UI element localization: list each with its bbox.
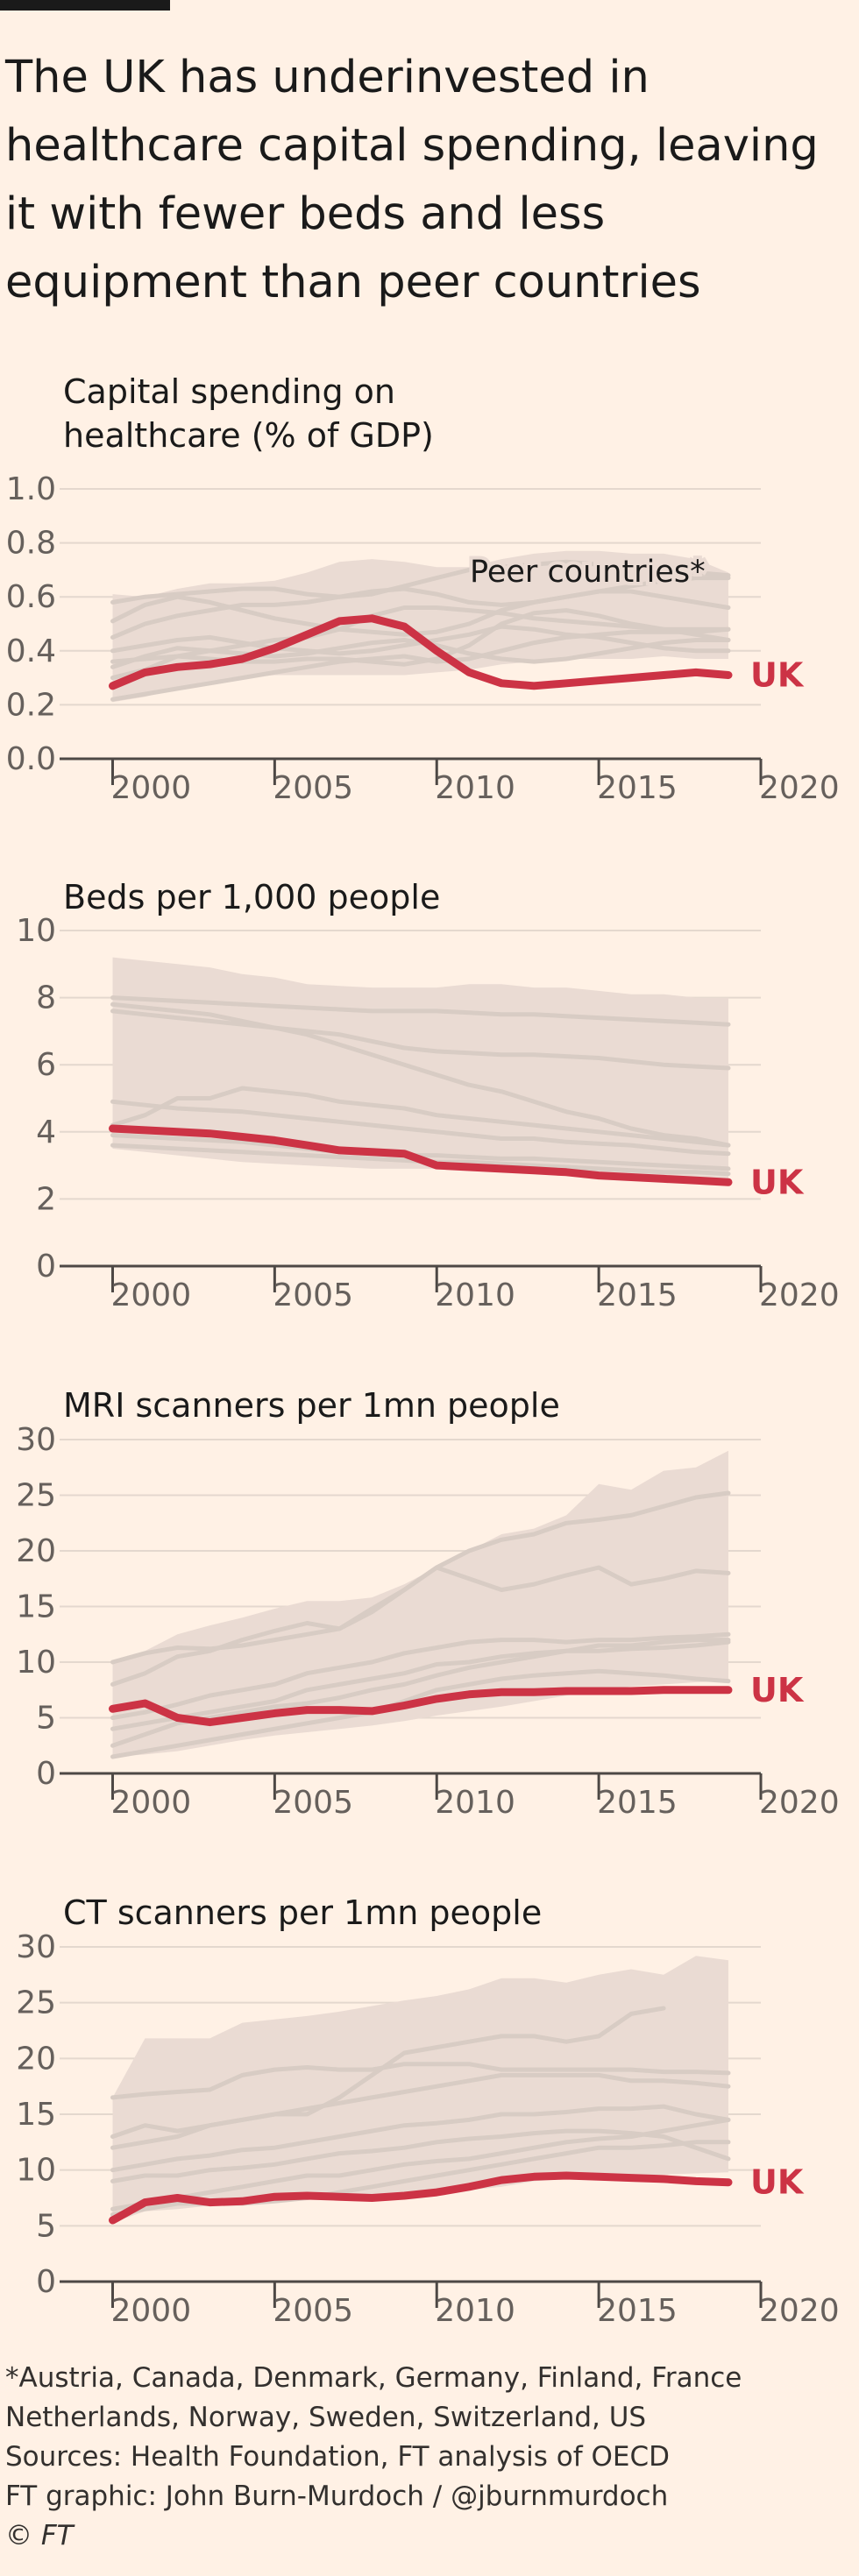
y-tick-label: 20 — [16, 2041, 56, 2077]
peer-country-line — [110, 1001, 731, 1148]
footnote-countries-line-2: Netherlands, Norway, Sweden, Switzerland… — [5, 2402, 647, 2433]
peer-country-line — [110, 1099, 731, 1157]
y-tick-label: 0 — [36, 2264, 56, 2300]
peer-country-line — [110, 1668, 731, 1759]
y-tick-label: 15 — [16, 1589, 56, 1625]
uk-label: UK — [750, 1671, 805, 1709]
x-tick-label: 2000 — [110, 1785, 191, 1821]
y-tick-label: 0.8 — [6, 526, 56, 562]
x-tick-label: 2010 — [435, 1277, 515, 1313]
y-tick-label: 10 — [16, 2153, 56, 2189]
x-tick-label: 2000 — [110, 2293, 191, 2329]
y-tick-label: 10 — [16, 1645, 56, 1681]
chart-title: Capital spending on — [63, 372, 395, 411]
y-tick-label: 8 — [36, 980, 56, 1016]
y-tick-label: 5 — [36, 1701, 56, 1737]
uk-label: UK — [750, 1163, 805, 1201]
x-tick-label: 2020 — [759, 2293, 840, 2329]
y-tick-label: 0.2 — [6, 687, 56, 723]
x-tick-label: 2005 — [273, 1277, 353, 1313]
chart-3: 0 5 10 15 20 25 30 2000 2005 2010 2015 2020 UK MRI sc… — [16, 1386, 839, 1821]
y-tick-label: 20 — [16, 1533, 56, 1569]
peer-country-line — [110, 608, 731, 667]
x-tick-label: 2000 — [110, 1277, 191, 1313]
x-tick-label: 2015 — [597, 2293, 678, 2329]
peer-country-line — [110, 1008, 731, 1071]
chart-2: 0 2 4 6 8 10 2000 2005 2010 2015 2020 UK Beds per 1,… — [16, 878, 839, 1313]
x-tick-label: 2015 — [597, 1785, 678, 1821]
chart-title: healthcare (% of GDP) — [63, 416, 434, 455]
y-tick-label: 0 — [36, 1756, 56, 1792]
y-tick-label: 0.4 — [6, 633, 56, 669]
chart-title: MRI scanners per 1mn people — [63, 1386, 560, 1425]
y-tick-label: 5 — [36, 2208, 56, 2244]
y-tick-label: 1.0 — [6, 471, 56, 507]
peer-country-line — [110, 559, 731, 605]
x-tick-label: 2005 — [273, 770, 353, 806]
peer-country-line — [110, 1133, 731, 1171]
peer-country-line — [110, 2117, 731, 2212]
peer-range-band — [112, 1450, 728, 1757]
uk-line — [109, 1124, 733, 1186]
headline: The UK has underinvested in healthcare c… — [5, 52, 819, 308]
x-tick-label: 2010 — [435, 770, 515, 806]
y-tick-label: 25 — [16, 1985, 56, 2021]
graphic-credit: FT graphic: John Burn-Murdoch / @jburnmu… — [5, 2480, 669, 2512]
x-tick-label: 2005 — [273, 2293, 353, 2329]
peer-country-line — [110, 1638, 731, 1748]
peer-country-line — [110, 2128, 731, 2183]
x-tick-label: 2010 — [435, 2293, 515, 2329]
y-tick-label: 30 — [16, 1929, 56, 1965]
y-tick-label: 30 — [16, 1422, 56, 1458]
peer-country-line — [110, 1631, 731, 1720]
chart-1: 0.0 0.2 0.4 0.6 0.8 1.0 2000 2005 2010 2015 2020 UK… — [6, 372, 840, 806]
x-tick-label: 2000 — [110, 770, 191, 806]
uk-line — [109, 2171, 733, 2225]
y-tick-label: 15 — [16, 2097, 56, 2133]
uk-label: UK — [750, 2163, 805, 2202]
x-tick-label: 2005 — [273, 1785, 353, 1821]
chart-title: Beds per 1,000 people — [63, 878, 440, 916]
x-tick-label: 2010 — [435, 1785, 515, 1821]
y-tick-label: 10 — [16, 913, 56, 949]
uk-line — [109, 614, 733, 690]
x-tick-label: 2015 — [597, 770, 678, 806]
brand-bar — [0, 0, 170, 11]
y-tick-label: 0.6 — [6, 579, 56, 615]
y-tick-label: 6 — [36, 1047, 56, 1083]
footer: *Austria, Canada, Denmark, Germany, Finl… — [5, 2359, 847, 2556]
uk-line — [109, 1686, 733, 1727]
peer-country-line — [110, 576, 731, 637]
peer-country-line — [110, 586, 731, 640]
x-tick-label: 2020 — [759, 1277, 840, 1313]
peer-country-line — [110, 1565, 731, 1687]
y-tick-label: 2 — [36, 1181, 56, 1217]
peer-country-line — [110, 1639, 731, 1731]
peer-country-line — [110, 626, 731, 702]
y-tick-label: 4 — [36, 1115, 56, 1150]
peer-country-line — [110, 1086, 731, 1148]
peer-country-line — [110, 2062, 731, 2100]
sources-note: Sources: Health Foundation, FT analysis … — [5, 2441, 671, 2473]
peer-country-line — [110, 2006, 666, 2150]
x-tick-label: 2015 — [597, 1277, 678, 1313]
peer-countries-annotation: Peer countries* — [470, 555, 706, 590]
chart-title: CT scanners per 1mn people — [63, 1893, 542, 1932]
uk-label: UK — [750, 656, 805, 695]
x-tick-label: 2020 — [759, 1785, 840, 1821]
y-tick-label: 0.0 — [6, 741, 56, 777]
footnote-countries-line-1: *Austria, Canada, Denmark, Germany, Finl… — [5, 2362, 742, 2394]
peer-country-line — [110, 995, 731, 1027]
chart-4: 0 5 10 15 20 25 30 2000 2005 2010 2015 2020 UK CT sca… — [16, 1893, 839, 2329]
peer-country-line — [110, 2104, 731, 2173]
x-tick-label: 2020 — [759, 770, 840, 806]
y-tick-label: 25 — [16, 1478, 56, 1514]
y-tick-label: 0 — [36, 1249, 56, 1284]
copyright: © FT — [5, 2520, 74, 2551]
